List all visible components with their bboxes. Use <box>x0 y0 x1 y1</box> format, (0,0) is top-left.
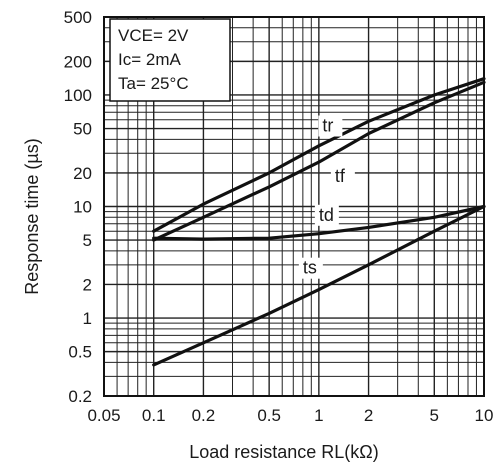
x-tick-labels: 0.05 0.1 0.2 0.5 1 2 5 10 <box>87 406 493 425</box>
y-tick-labels: 0.2 0.5 1 2 5 10 20 50 100 200 500 <box>64 8 92 406</box>
series-lines <box>152 77 486 367</box>
conditions-background <box>109 18 231 102</box>
series-label-ts: ts <box>303 258 317 278</box>
series-label-td: td <box>319 205 334 225</box>
x-tick-label: 0.05 <box>87 406 120 425</box>
condition-ic: Ic= 2mA <box>118 50 181 69</box>
x-tick-label: 5 <box>430 406 439 425</box>
y-tick-label: 10 <box>73 198 92 217</box>
series-line-ts <box>152 204 486 367</box>
series-line-tr <box>152 77 486 233</box>
x-tick-label: 0.2 <box>192 406 216 425</box>
y-tick-label: 1 <box>83 309 92 328</box>
y-tick-label: 0.2 <box>68 387 92 406</box>
conditions-box: VCE= 2V Ic= 2mA Ta= 25°C <box>109 18 231 102</box>
x-tick-label: 0.5 <box>257 406 281 425</box>
x-tick-label: 1 <box>314 406 323 425</box>
series-label-background <box>314 204 339 226</box>
series-label-tf: tf <box>335 166 346 186</box>
series-label-background <box>318 115 343 137</box>
series-line-td <box>152 204 486 241</box>
condition-vce: VCE= 2V <box>118 26 189 45</box>
y-tick-label: 200 <box>64 52 92 71</box>
series-label-background <box>298 257 323 279</box>
y-tick-label: 50 <box>73 120 92 139</box>
y-tick-label: 100 <box>64 86 92 105</box>
y-tick-label: 500 <box>64 8 92 27</box>
y-tick-label: 5 <box>83 231 92 250</box>
y-tick-label: 2 <box>83 275 92 294</box>
series-line-tf <box>152 80 486 242</box>
x-tick-label: 10 <box>475 406 494 425</box>
y-tick-label: 0.5 <box>68 343 92 362</box>
x-tick-label: 0.1 <box>142 406 166 425</box>
x-axis-label: Load resistance RL(kΩ) <box>189 442 379 462</box>
y-axis-label: Response time (µs) <box>22 138 42 294</box>
series-label-background <box>330 165 355 187</box>
series-label-tr: tr <box>322 116 333 136</box>
condition-ta: Ta= 25°C <box>118 74 189 93</box>
x-tick-label: 2 <box>364 406 373 425</box>
y-tick-label: 20 <box>73 164 92 183</box>
